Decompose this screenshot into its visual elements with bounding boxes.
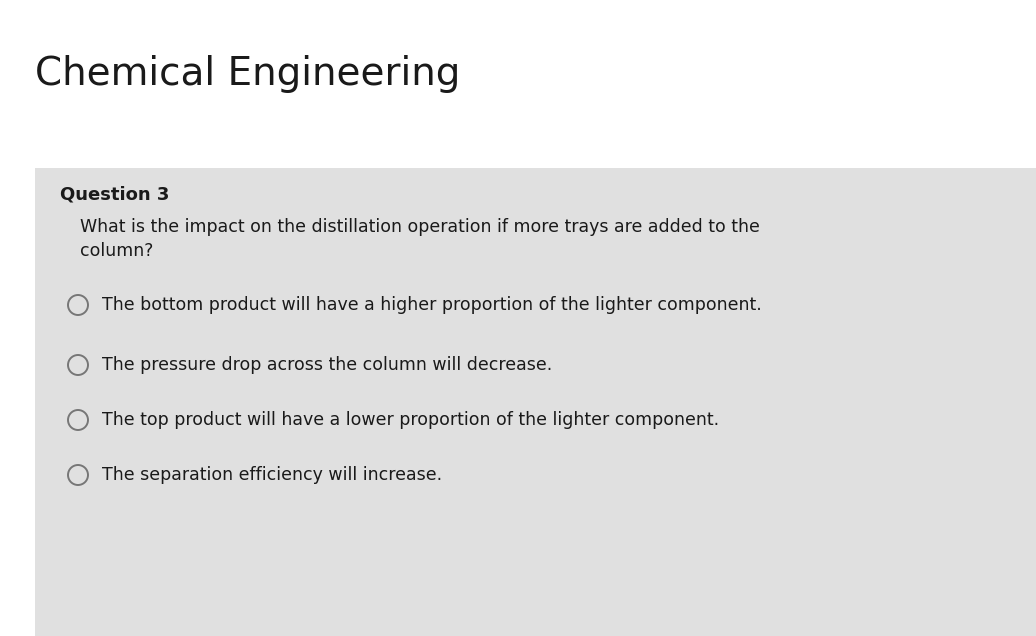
Text: The bottom product will have a higher proportion of the lighter component.: The bottom product will have a higher pr… xyxy=(102,296,761,314)
Text: The pressure drop across the column will decrease.: The pressure drop across the column will… xyxy=(102,356,552,374)
Text: column?: column? xyxy=(80,242,153,260)
Text: Question 3: Question 3 xyxy=(60,185,169,203)
Text: The top product will have a lower proportion of the lighter component.: The top product will have a lower propor… xyxy=(102,411,719,429)
Bar xyxy=(35,168,1036,636)
Text: Chemical Engineering: Chemical Engineering xyxy=(35,55,460,93)
Text: What is the impact on the distillation operation if more trays are added to the: What is the impact on the distillation o… xyxy=(80,218,759,236)
Text: The separation efficiency will increase.: The separation efficiency will increase. xyxy=(102,466,442,484)
